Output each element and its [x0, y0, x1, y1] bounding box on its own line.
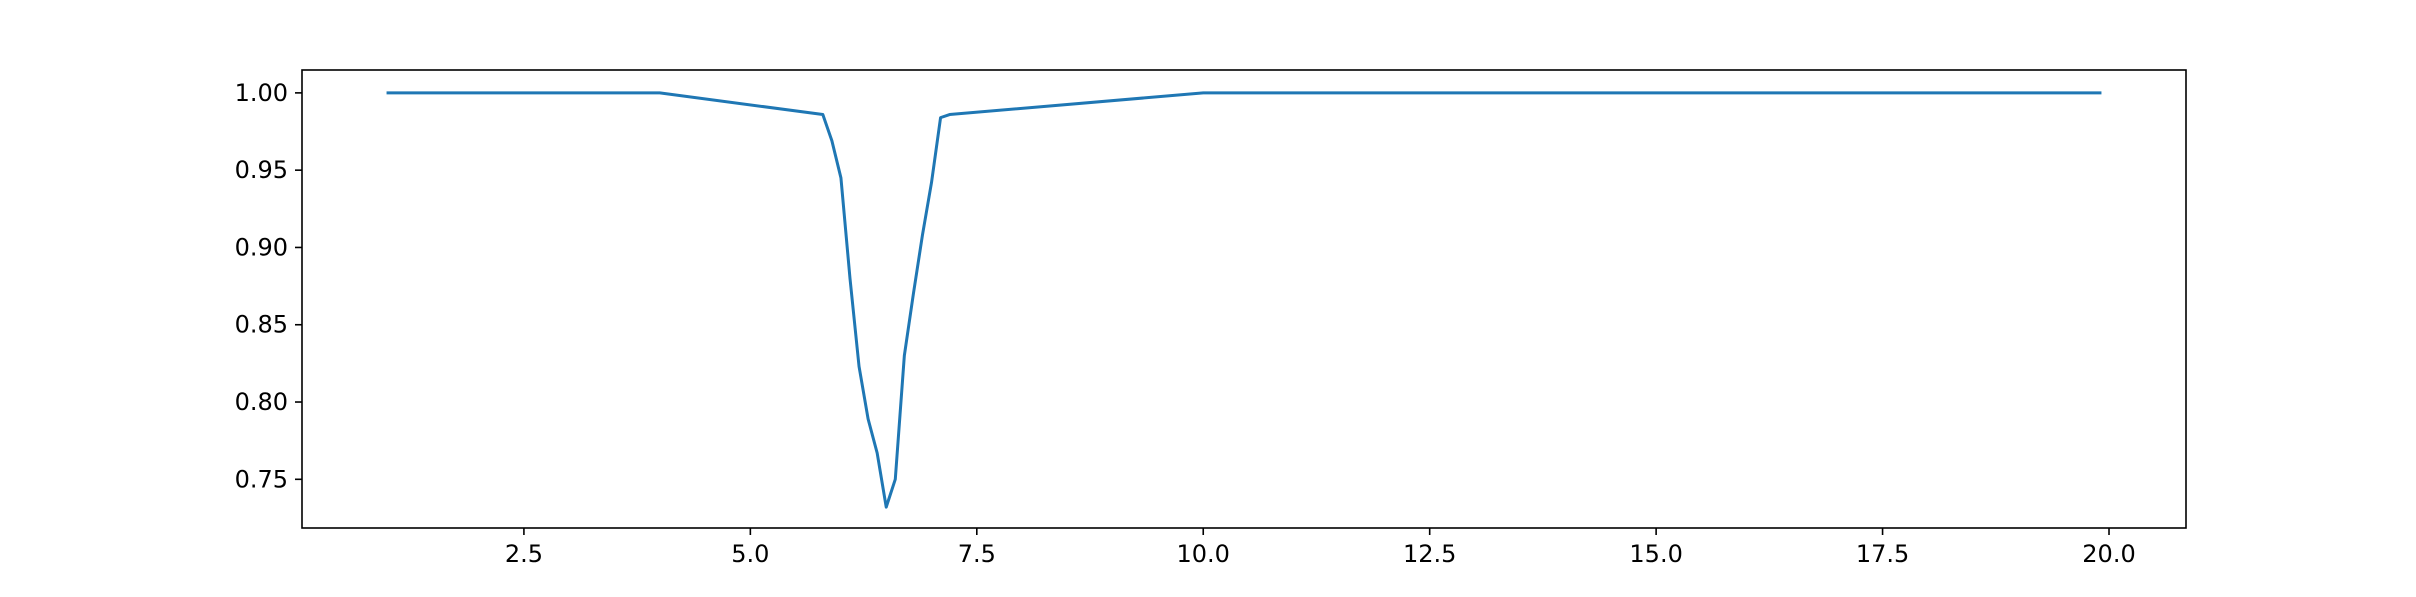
y-tick-label: 0.75 [235, 465, 288, 493]
x-tick-label: 12.5 [1403, 540, 1456, 568]
x-tick-label: 10.0 [1177, 540, 1230, 568]
x-tick-label: 5.0 [731, 540, 769, 568]
y-tick-label: 0.85 [235, 311, 288, 339]
x-tick-label: 7.5 [958, 540, 996, 568]
y-tick-label: 0.95 [235, 156, 288, 184]
axes: 2.5 5.0 7.5 10.0 12.5 15.0 17.5 20.0 0.75 0.80 0.8… [235, 69, 2187, 568]
y-tick-label: 0.80 [235, 388, 288, 416]
plot-frame [301, 69, 2187, 529]
y-tick-label: 0.90 [235, 233, 288, 261]
x-tick-label: 17.5 [1856, 540, 1909, 568]
x-tick-label: 2.5 [505, 540, 543, 568]
x-tick-label: 20.0 [2082, 540, 2135, 568]
series-line-0 [386, 91, 2102, 509]
x-tick-label: 15.0 [1629, 540, 1682, 568]
y-tick-label: 1.00 [235, 79, 288, 107]
